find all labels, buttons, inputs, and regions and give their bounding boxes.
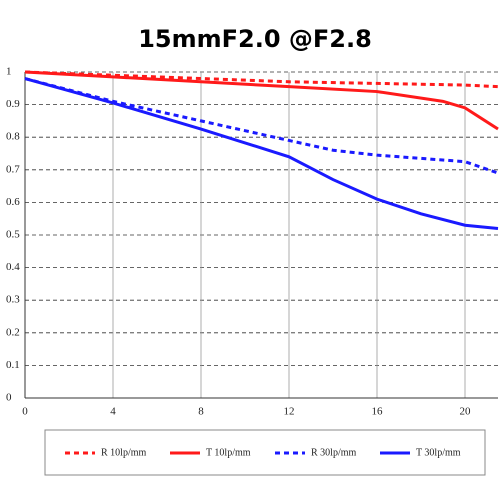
x-tick-label: 16 — [372, 406, 384, 418]
y-tick-label: 0.3 — [6, 294, 20, 306]
x-tick-label: 20 — [460, 406, 472, 418]
y-tick-label: 0 — [6, 392, 12, 404]
legend-label: R 30lp/mm — [311, 447, 357, 458]
y-tick-label: 0.2 — [6, 326, 20, 338]
legend-label: R 10lp/mm — [101, 447, 147, 458]
y-tick-label: 0.4 — [6, 261, 20, 273]
legend-label: T 10lp/mm — [206, 447, 251, 458]
legend-box — [44, 429, 486, 476]
line-series — [24, 70, 499, 89]
y-tick-label: 0.7 — [6, 163, 20, 175]
x-tick-label: 0 — [22, 406, 28, 418]
x-tick-label: 8 — [198, 406, 204, 418]
legend-label: T 30lp/mm — [416, 447, 461, 458]
y-tick-label: 0.8 — [6, 131, 20, 143]
x-tick-label: 4 — [110, 406, 116, 418]
y-tick-label: 0.9 — [6, 98, 20, 110]
x-tick-label: 12 — [284, 406, 295, 418]
line-series — [24, 77, 499, 175]
y-tick-label: 0.1 — [6, 359, 20, 371]
chart-title: 15mmF2.0 @F2.8 — [138, 25, 372, 53]
y-tick-label: 0.5 — [6, 229, 20, 241]
line-series — [24, 70, 499, 131]
y-tick-label: 1 — [6, 66, 12, 78]
y-tick-label: 0.6 — [6, 196, 20, 208]
line-series — [24, 77, 499, 230]
